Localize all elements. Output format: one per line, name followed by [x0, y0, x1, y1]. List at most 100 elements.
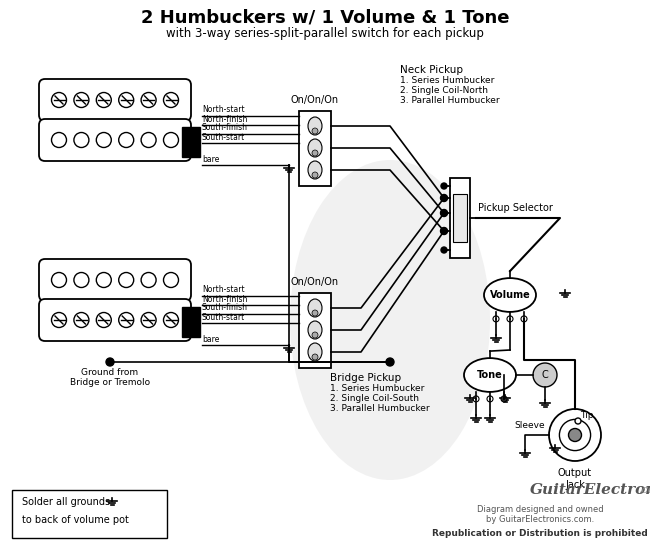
Text: bare: bare [202, 155, 220, 163]
Circle shape [119, 133, 134, 147]
Text: Volume: Volume [489, 290, 530, 300]
Ellipse shape [484, 278, 536, 312]
Text: Tip: Tip [580, 410, 593, 420]
Ellipse shape [308, 343, 322, 361]
Text: 2 Humbuckers w/ 1 Volume & 1 Tone: 2 Humbuckers w/ 1 Volume & 1 Tone [141, 8, 509, 26]
Bar [299, 293, 331, 367]
FancyBboxPatch shape [39, 299, 191, 341]
Circle shape [441, 228, 447, 234]
Circle shape [164, 312, 179, 327]
Circle shape [119, 312, 134, 327]
Circle shape [106, 358, 114, 366]
Circle shape [164, 133, 179, 147]
Circle shape [312, 354, 318, 360]
Circle shape [312, 150, 318, 156]
Text: Pickup Selector: Pickup Selector [478, 203, 553, 213]
Circle shape [119, 92, 134, 107]
Text: 3. Parallel Humbucker: 3. Parallel Humbucker [400, 96, 500, 105]
Text: GuitarElectronics: GuitarElectronics [530, 483, 650, 497]
Text: Bridge Pickup: Bridge Pickup [330, 373, 401, 383]
Circle shape [533, 363, 557, 387]
Circle shape [74, 312, 89, 327]
Ellipse shape [464, 358, 516, 392]
Circle shape [386, 358, 394, 366]
Bar [299, 111, 331, 185]
Text: 3. Parallel Humbucker: 3. Parallel Humbucker [330, 404, 430, 413]
FancyBboxPatch shape [39, 79, 191, 121]
Circle shape [74, 92, 89, 107]
Text: North-finish: North-finish [202, 294, 248, 304]
Text: Ground from
Bridge or Tremolo: Ground from Bridge or Tremolo [70, 368, 150, 387]
Text: to back of volume pot: to back of volume pot [22, 515, 129, 525]
Text: 1. Series Humbucker: 1. Series Humbucker [330, 384, 424, 393]
Text: North-finish: North-finish [202, 114, 248, 124]
Bar [453, 194, 467, 242]
Text: North-start: North-start [202, 285, 244, 294]
Ellipse shape [308, 321, 322, 339]
Circle shape [521, 316, 527, 322]
Ellipse shape [290, 160, 490, 480]
Text: Diagram designed and owned: Diagram designed and owned [476, 505, 603, 514]
Text: Output
Jack: Output Jack [558, 468, 592, 490]
Circle shape [560, 420, 591, 450]
Circle shape [51, 133, 66, 147]
Circle shape [569, 428, 582, 442]
Bar [182, 307, 200, 337]
Ellipse shape [308, 139, 322, 157]
Circle shape [96, 272, 111, 288]
Ellipse shape [308, 117, 322, 135]
Text: Solder all grounds: Solder all grounds [22, 497, 110, 507]
Circle shape [441, 210, 447, 216]
Text: C: C [541, 370, 549, 380]
Ellipse shape [308, 299, 322, 317]
Text: South-start: South-start [202, 133, 245, 141]
Circle shape [74, 133, 89, 147]
Circle shape [312, 172, 318, 178]
Bar [450, 178, 470, 258]
FancyBboxPatch shape [39, 259, 191, 301]
Text: 1. Series Humbucker: 1. Series Humbucker [400, 76, 495, 85]
Circle shape [96, 92, 111, 107]
Text: with 3-way series-split-parallel switch for each pickup: with 3-way series-split-parallel switch … [166, 26, 484, 40]
Text: by GuitarElectronics.com.: by GuitarElectronics.com. [486, 515, 594, 525]
Circle shape [312, 128, 318, 134]
Circle shape [487, 396, 493, 402]
Circle shape [164, 92, 179, 107]
Circle shape [141, 92, 156, 107]
Text: .com: .com [638, 485, 650, 495]
Circle shape [141, 133, 156, 147]
Circle shape [441, 195, 447, 201]
Circle shape [141, 272, 156, 288]
Text: North-start: North-start [202, 106, 244, 114]
Circle shape [501, 396, 507, 402]
Text: 2. Single Coil-North: 2. Single Coil-North [400, 86, 488, 95]
Text: South-finish: South-finish [202, 304, 248, 312]
Bar [12, 490, 167, 538]
Circle shape [141, 312, 156, 327]
Text: Republication or Distribution is prohibited: Republication or Distribution is prohibi… [432, 529, 648, 537]
Circle shape [312, 310, 318, 316]
Circle shape [493, 316, 499, 322]
Circle shape [164, 272, 179, 288]
Circle shape [441, 183, 447, 189]
Circle shape [441, 228, 447, 234]
Circle shape [473, 396, 479, 402]
Bar [182, 127, 200, 157]
Circle shape [96, 312, 111, 327]
Text: On/On/On: On/On/On [291, 278, 339, 288]
Circle shape [441, 247, 447, 253]
Circle shape [119, 272, 134, 288]
Circle shape [549, 409, 601, 461]
Circle shape [51, 312, 66, 327]
Circle shape [51, 92, 66, 107]
Text: Sleeve: Sleeve [514, 421, 545, 430]
Text: bare: bare [202, 334, 220, 344]
Circle shape [74, 272, 89, 288]
Text: South-start: South-start [202, 312, 245, 322]
Ellipse shape [308, 161, 322, 179]
Circle shape [96, 133, 111, 147]
Text: South-finish: South-finish [202, 124, 248, 133]
Text: Neck Pickup: Neck Pickup [400, 65, 463, 75]
Circle shape [441, 195, 447, 201]
Circle shape [507, 316, 513, 322]
